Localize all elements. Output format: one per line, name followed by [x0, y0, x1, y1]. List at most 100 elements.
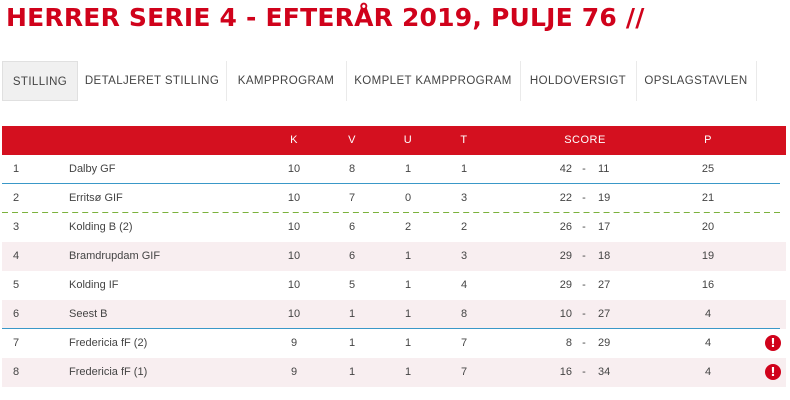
row-won: 1 [348, 308, 356, 320]
row-drawn: 1 [404, 337, 412, 349]
row-played: 10 [287, 163, 301, 175]
row-position: 3 [13, 221, 20, 233]
row-position: 6 [13, 308, 20, 320]
tab-divider [756, 61, 757, 101]
row-won: 6 [348, 250, 356, 262]
row-score-separator: - [582, 221, 586, 233]
row-position: 7 [13, 337, 20, 349]
row-drawn: 1 [404, 366, 412, 378]
row-lost: 4 [460, 279, 468, 291]
row-goals-against: 17 [598, 221, 611, 233]
row-goals-for: 42 [559, 163, 572, 175]
table-row[interactable]: 2 Erritsø GIF 10 7 0 3 22 - 19 21 [2, 184, 786, 214]
row-played: 10 [287, 192, 301, 204]
row-points: 20 [701, 221, 715, 233]
row-won: 7 [348, 192, 356, 204]
row-team-name[interactable]: Kolding IF [69, 279, 119, 291]
row-team-name[interactable]: Fredericia fF (1) [69, 366, 148, 378]
header-u: U [403, 134, 413, 146]
tab-stilling[interactable]: STILLING [2, 61, 78, 101]
header-score: SCORE [564, 134, 606, 146]
row-goals-against: 19 [598, 192, 611, 204]
row-position: 4 [13, 250, 20, 262]
row-drawn: 1 [404, 279, 412, 291]
row-lost: 3 [460, 250, 468, 262]
table-row[interactable]: 5 Kolding IF 10 5 1 4 29 - 27 16 [2, 271, 786, 300]
row-won: 1 [348, 337, 356, 349]
row-team-name[interactable]: Fredericia fF (2) [69, 337, 148, 349]
row-played: 10 [287, 308, 301, 320]
row-goals-for: 16 [559, 366, 572, 378]
table-row[interactable]: 3 Kolding B (2) 10 6 2 2 26 - 17 20 [2, 213, 786, 242]
row-goals-for: 29 [559, 250, 572, 262]
row-goals-for: 8 [565, 337, 572, 349]
row-lost: 7 [460, 337, 468, 349]
row-goals-against: 27 [598, 308, 611, 320]
page-title: HERRER SERIE 4 - EFTERÅR 2019, PULJE 76 … [6, 3, 645, 32]
table-row[interactable]: 7 Fredericia fF (2) 9 1 1 7 8 - 29 4 ! [2, 329, 786, 358]
table-row[interactable]: 4 Bramdrupdam GIF 10 6 1 3 29 - 18 19 [2, 242, 786, 271]
row-goals-for: 26 [559, 221, 572, 233]
row-position: 2 [13, 192, 20, 204]
tab-holdoversigt[interactable]: HOLDOVERSIGT [529, 75, 627, 87]
row-points: 21 [701, 192, 715, 204]
row-lost: 3 [460, 192, 468, 204]
exclamation-circle-icon[interactable]: ! [765, 335, 781, 351]
row-score-separator: - [582, 250, 586, 262]
row-goals-against: 29 [598, 337, 611, 349]
tab-divider [636, 61, 637, 101]
row-won: 5 [348, 279, 356, 291]
row-points: 4 [704, 308, 712, 320]
row-team-name[interactable]: Kolding B (2) [69, 221, 133, 233]
table-header: K V U T SCORE P [2, 126, 786, 155]
row-position: 1 [13, 163, 20, 175]
tab-komplet-kampprogram[interactable]: KOMPLET KAMPPROGRAM [354, 75, 512, 87]
table-row[interactable]: 1 Dalby GF 10 8 1 1 42 - 11 25 [2, 155, 786, 185]
row-lost: 7 [460, 366, 468, 378]
exclamation-circle-icon[interactable]: ! [765, 364, 781, 380]
row-team-name[interactable]: Seest B [69, 308, 108, 320]
row-won: 1 [348, 366, 356, 378]
row-team-name[interactable]: Erritsø GIF [69, 192, 123, 204]
table-row[interactable]: 8 Fredericia fF (1) 9 1 1 7 16 - 34 4 ! [2, 358, 786, 387]
row-drawn: 0 [404, 192, 412, 204]
header-t: T [460, 134, 468, 146]
row-score-separator: - [582, 366, 586, 378]
standings-table: K V U T SCORE P 1 Dalby GF 10 8 1 1 42 -… [2, 126, 786, 387]
tab-divider [346, 61, 347, 101]
row-played: 10 [287, 221, 301, 233]
row-team-name[interactable]: Dalby GF [69, 163, 116, 175]
tab-divider [520, 61, 521, 101]
row-goals-for: 10 [559, 308, 572, 320]
row-goals-against: 11 [598, 163, 610, 175]
row-goals-against: 27 [598, 279, 611, 291]
tab-detaljeret-stilling[interactable]: DETALJERET STILLING [84, 75, 220, 87]
row-drawn: 1 [404, 250, 412, 262]
row-points: 16 [701, 279, 715, 291]
header-p: P [704, 134, 712, 146]
row-played: 10 [287, 279, 301, 291]
row-score-separator: - [582, 279, 586, 291]
row-won: 8 [348, 163, 356, 175]
row-goals-against: 34 [598, 366, 611, 378]
row-lost: 2 [460, 221, 468, 233]
row-position: 8 [13, 366, 20, 378]
row-points: 4 [704, 366, 712, 378]
table-row[interactable]: 6 Seest B 10 1 1 8 10 - 27 4 [2, 300, 786, 330]
row-team-name[interactable]: Bramdrupdam GIF [69, 250, 161, 262]
row-score-separator: - [582, 308, 586, 320]
row-goals-for: 29 [559, 279, 572, 291]
row-score-separator: - [582, 337, 586, 349]
row-score-separator: - [582, 192, 586, 204]
row-lost: 1 [460, 163, 468, 175]
row-points: 4 [704, 337, 712, 349]
row-points: 19 [701, 250, 715, 262]
row-goals-for: 22 [559, 192, 572, 204]
row-played: 9 [290, 366, 298, 378]
row-played: 9 [290, 337, 298, 349]
row-score-separator: - [582, 163, 586, 175]
header-v: V [348, 134, 356, 146]
tab-opslagstavlen[interactable]: OPSLAGSTAVLEN [644, 75, 748, 87]
tab-divider [226, 61, 227, 101]
tab-kampprogram[interactable]: KAMPPROGRAM [237, 75, 335, 87]
